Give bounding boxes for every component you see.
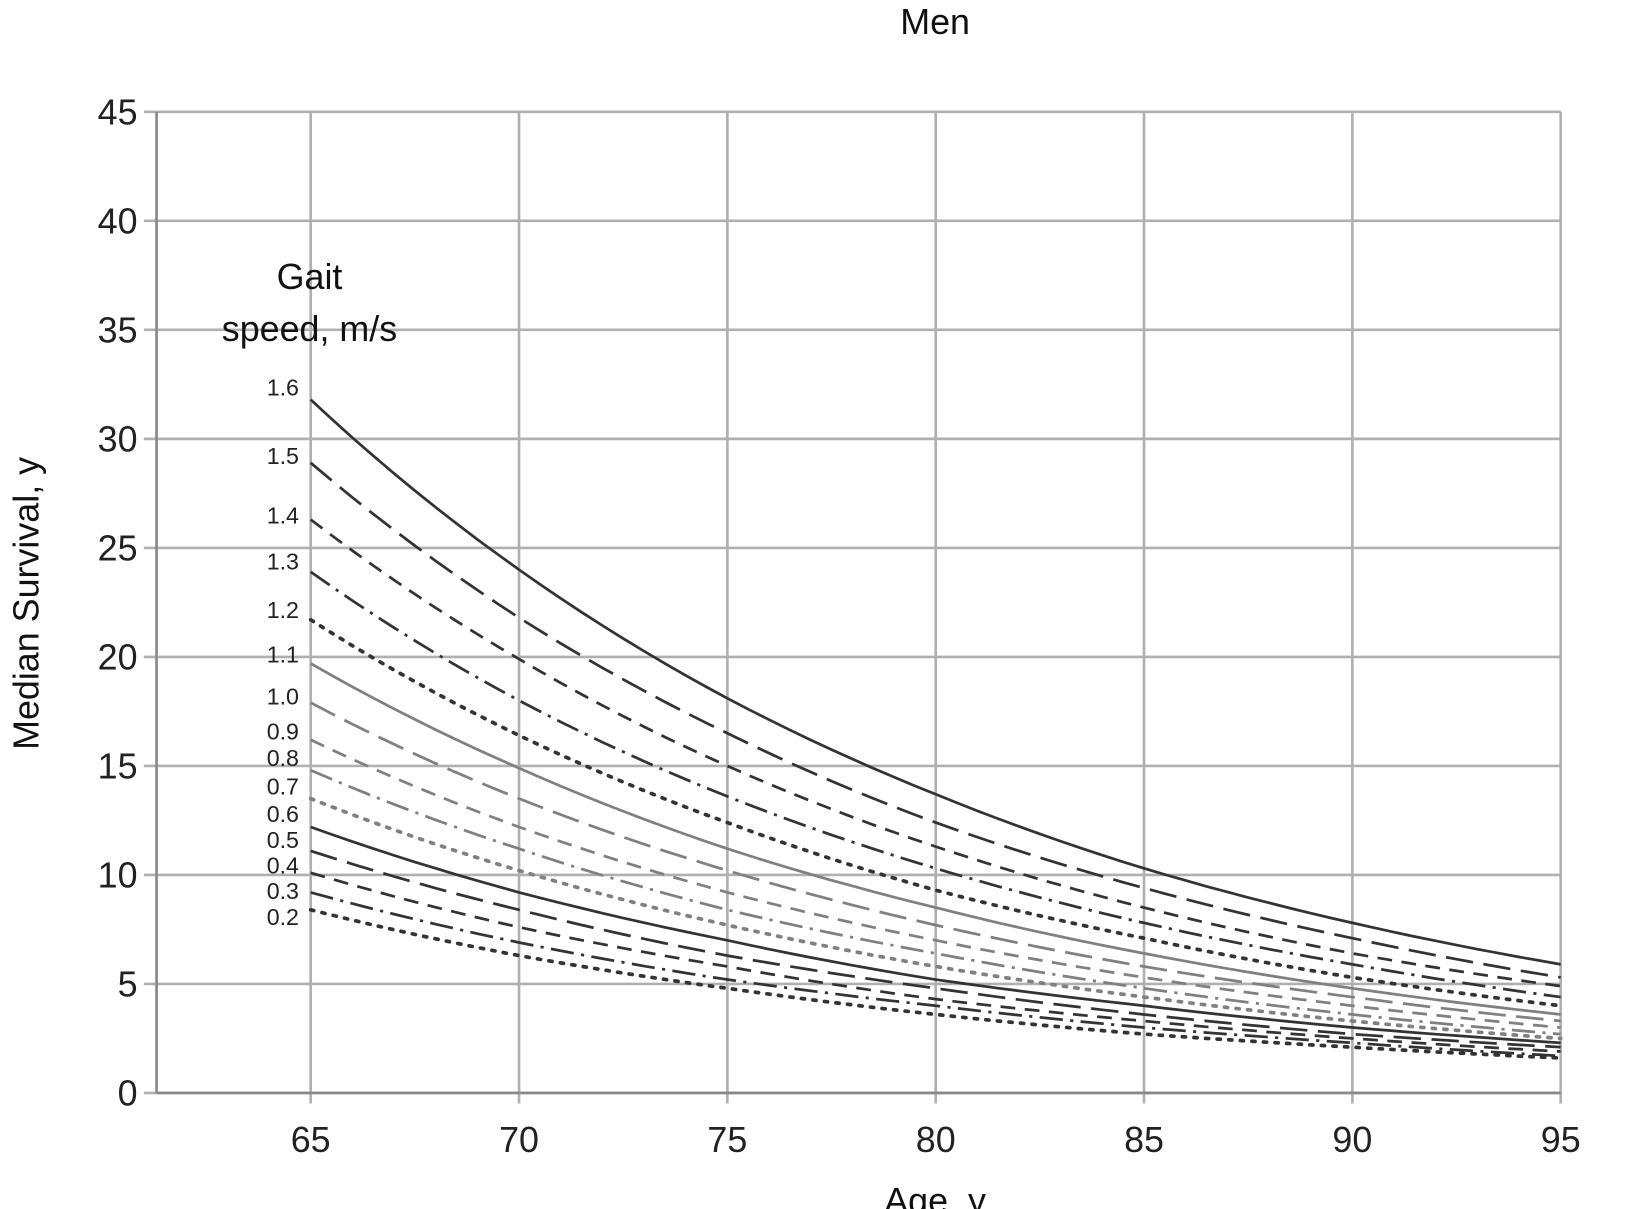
y-tick-label: 5 (118, 965, 138, 1005)
speed-label: 0.9 (267, 719, 299, 745)
chart-title: Men (900, 2, 970, 42)
speed-label: 0.8 (267, 745, 299, 771)
series-line-1.3 (309, 570, 1561, 999)
series-line-0.9 (310, 738, 1561, 1029)
series-line-0.5 (310, 849, 1561, 1049)
y-tick-label: 10 (98, 856, 138, 896)
speed-labels: 1.61.51.41.31.21.11.00.90.80.70.60.50.40… (267, 375, 299, 931)
series-line-1.6 (309, 398, 1561, 966)
grid (143, 110, 1563, 1104)
x-tick-label: 95 (1541, 1120, 1581, 1160)
y-tick-label: 20 (98, 638, 138, 678)
y-axis-label: Median Survival, y (6, 457, 46, 750)
speed-label: 0.5 (267, 827, 299, 853)
curves (308, 398, 1563, 1060)
series-line-0.2 (308, 907, 1563, 1060)
series-line-0.3 (310, 891, 1561, 1058)
speed-label: 0.7 (267, 773, 299, 799)
y-tick-label: 15 (98, 747, 138, 787)
speed-label: 1.5 (267, 443, 299, 469)
y-tick-label: 30 (98, 420, 138, 460)
series-line-1.2 (308, 617, 1563, 1008)
x-axis-label: Age, y (884, 1181, 986, 1209)
speed-label: 0.2 (267, 904, 299, 930)
series-line-0.7 (308, 796, 1563, 1041)
y-tick-label: 25 (98, 529, 138, 569)
x-tick-label: 75 (707, 1120, 747, 1160)
tick-labels: 0 5 10 15 20 25 30 35 40 45 65 70 75 80 85 90 95 (98, 92, 1581, 1160)
y-tick-label: 40 (98, 202, 138, 242)
series-line-1.4 (309, 518, 1561, 988)
x-tick-label: 65 (291, 1120, 331, 1160)
series-line-0.4 (310, 871, 1561, 1053)
y-tick-label: 35 (98, 311, 138, 351)
series-line-0.8 (310, 768, 1561, 1036)
legend-title-line1: Gait (277, 257, 343, 297)
speed-label: 1.4 (267, 502, 299, 528)
speed-label: 1.1 (267, 642, 299, 668)
series-line-0.6 (310, 825, 1561, 1045)
x-tick-label: 80 (916, 1120, 956, 1160)
speed-label: 0.3 (267, 878, 299, 904)
speed-label: 1.3 (267, 549, 299, 575)
speed-label: 1.6 (267, 375, 299, 401)
speed-label: 1.0 (267, 684, 299, 710)
x-tick-label: 85 (1124, 1120, 1164, 1160)
y-tick-label: 45 (98, 92, 138, 132)
y-tick-label: 0 (118, 1074, 138, 1114)
series-line-1.5 (309, 461, 1561, 979)
speed-label: 1.2 (267, 597, 299, 623)
speed-label: 0.6 (267, 801, 299, 827)
x-tick-label: 70 (499, 1120, 539, 1160)
speed-label: 0.4 (267, 853, 299, 879)
x-tick-label: 90 (1332, 1120, 1372, 1160)
legend-title-line2: speed, m/s (222, 309, 397, 349)
series-line-1.1 (309, 662, 1561, 1016)
series-line-1.0 (310, 701, 1561, 1023)
